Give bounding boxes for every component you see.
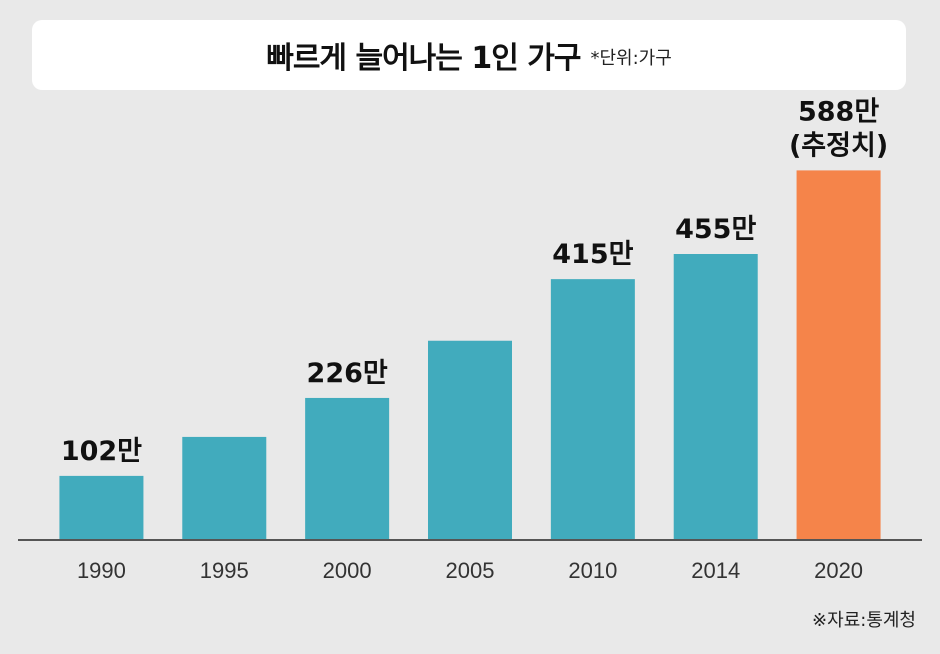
bar-2014 [673, 254, 758, 540]
bar-2010 [550, 279, 635, 540]
x-tick-label: 2005 [446, 558, 495, 583]
data-label: 102만 [61, 436, 142, 467]
bar-1995 [182, 436, 267, 540]
data-label: 588만 [798, 96, 879, 127]
x-tick-label: 2010 [568, 558, 617, 583]
chart-title: 빠르게 늘어나는 1인 가구 [266, 41, 581, 76]
data-label: (추정치) [789, 130, 888, 161]
bar-2000 [305, 397, 390, 540]
bar-2020 [796, 170, 881, 540]
x-tick-label: 2000 [323, 558, 372, 583]
data-label: 415만 [552, 239, 633, 270]
data-label: 226만 [307, 358, 388, 389]
x-tick-label: 1990 [77, 558, 126, 583]
x-tick-label: 2014 [691, 558, 740, 583]
title-box: 빠르게 늘어나는 1인 가구 *단위:가구 [32, 20, 906, 90]
x-tick-label: 2020 [814, 558, 863, 583]
bar-2005 [428, 340, 512, 540]
bar-1990 [59, 475, 144, 540]
unit-note: *단위:가구 [590, 48, 672, 69]
x-tick-label: 1995 [200, 558, 249, 583]
source-note: ※자료:통계청 [812, 610, 916, 631]
data-label: 455만 [675, 214, 756, 245]
